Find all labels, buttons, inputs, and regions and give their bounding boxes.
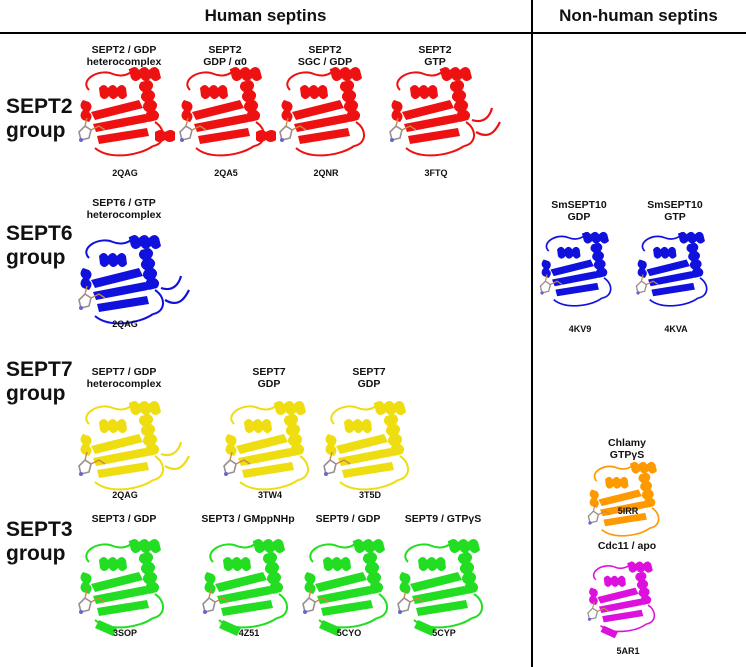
pdb-id-label: 2QA5 [214, 168, 238, 178]
pdb-id-label: 3SOP [112, 628, 137, 638]
protein-structure-image [69, 394, 190, 504]
nonhuman-pdb-id-label: 4KV9 [568, 324, 592, 334]
protein-structure-image [214, 394, 324, 504]
nonhuman-structure-title: SmSEPT10 GTP [647, 199, 703, 223]
pdb-id-label: 3T5D [358, 490, 381, 500]
protein-structure-image [69, 532, 179, 642]
group-label-2: SEPT6 group [6, 222, 73, 269]
protein-structure-image [314, 394, 424, 504]
protein-structure-image [388, 532, 498, 642]
group-label-3: SEPT7 group [6, 358, 73, 405]
protein-structure-image [293, 532, 403, 642]
structure-title: SEPT2 / GDP heterocomplex [86, 44, 162, 68]
nonhuman-structure-title: SmSEPT10 GDP [551, 199, 607, 223]
structure-title: SEPT7 / GDP heterocomplex [86, 366, 162, 390]
header-divider [0, 32, 746, 34]
header-nonhuman-septins: Non-human septins [559, 6, 718, 25]
pdb-id-label: 3FTQ [424, 168, 448, 178]
pdb-id-label: 2QAG [112, 168, 138, 178]
structure-title: SEPT2 GTP [418, 44, 452, 68]
structure-title: SEPT3 / GMppNHp [201, 513, 295, 525]
pdb-id-label: 3TW4 [257, 490, 282, 500]
structure-title: SEPT7 GDP [352, 366, 386, 390]
nonhuman-protein-image [580, 556, 667, 643]
nonhuman-pdb-id-label: 5AR1 [616, 646, 640, 656]
nonhuman-protein-image [580, 456, 672, 548]
structure-title: SEPT9 / GTPγS [404, 513, 482, 525]
pdb-id-label: 2QNR [313, 168, 339, 178]
structure-title: SEPT2 GDP / α0 [203, 44, 247, 68]
structure-title: SEPT9 / GDP [315, 513, 381, 525]
nonhuman-pdb-id-label: 5IRR [617, 506, 639, 516]
pdb-id-label: 4Z51 [238, 628, 260, 638]
structure-title: SEPT3 / GDP [91, 513, 157, 525]
nonhuman-pdb-id-label: 4KVA [664, 324, 688, 334]
pdb-id-label: 2QAG [112, 319, 138, 329]
pdb-id-label: 2QAG [112, 490, 138, 500]
protein-structure-image [170, 60, 280, 170]
protein-structure-image [69, 228, 190, 338]
column-divider [531, 0, 533, 667]
pdb-id-label: 5CYO [336, 628, 362, 638]
nonhuman-structure-title: Cdc11 / apo [597, 540, 657, 552]
protein-structure-image [69, 60, 179, 170]
structure-title: SEPT7 GDP [252, 366, 286, 390]
nonhuman-protein-image [628, 226, 720, 318]
group-label-1: SEPT2 group [6, 95, 73, 142]
header-human-septins: Human septins [204, 6, 327, 25]
protein-structure-image [380, 60, 501, 170]
protein-structure-image [270, 60, 380, 170]
structure-title: SEPT6 / GTP heterocomplex [86, 197, 162, 221]
nonhuman-structure-title: Chlamy GTPγS [608, 437, 646, 461]
pdb-id-label: 5CYP [432, 628, 456, 638]
nonhuman-protein-image [532, 226, 624, 318]
structure-title: SEPT2 SGC / GDP [297, 44, 353, 68]
group-label-4: SEPT3 group [6, 518, 73, 565]
protein-structure-image [193, 532, 303, 642]
